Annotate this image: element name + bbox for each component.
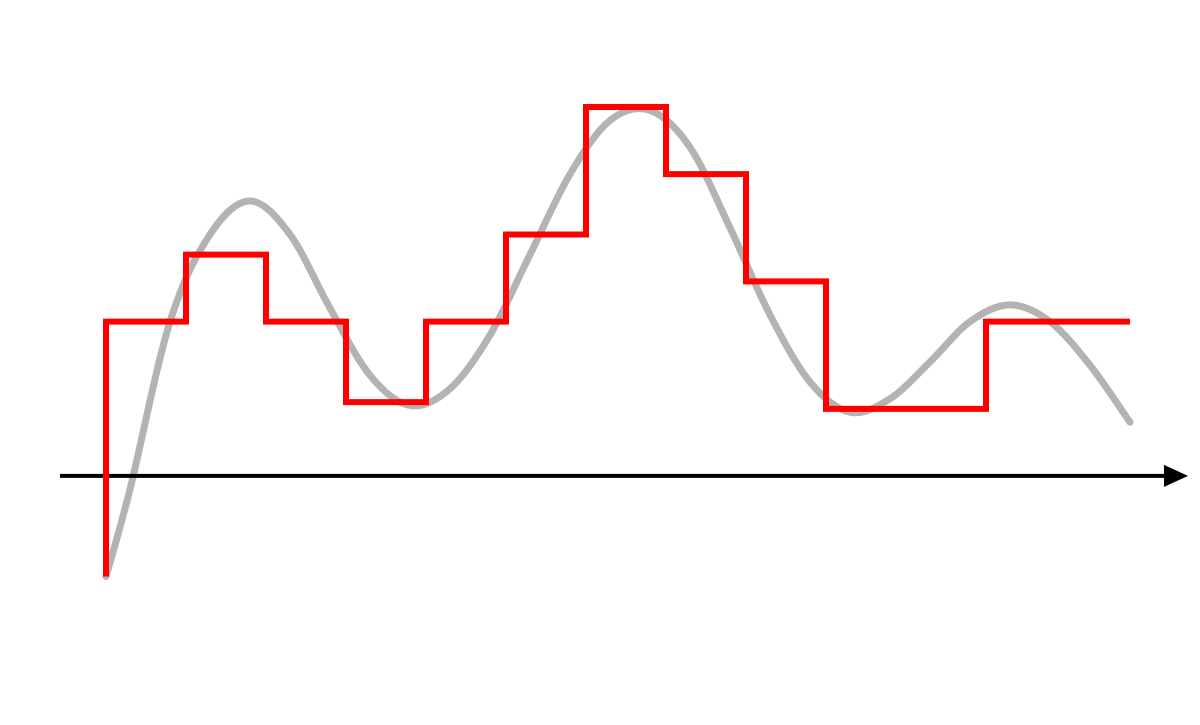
x-axis xyxy=(60,465,1188,487)
smooth-curve xyxy=(106,109,1130,577)
zero-order-hold-chart xyxy=(0,0,1200,725)
step-approximation xyxy=(106,107,1130,576)
